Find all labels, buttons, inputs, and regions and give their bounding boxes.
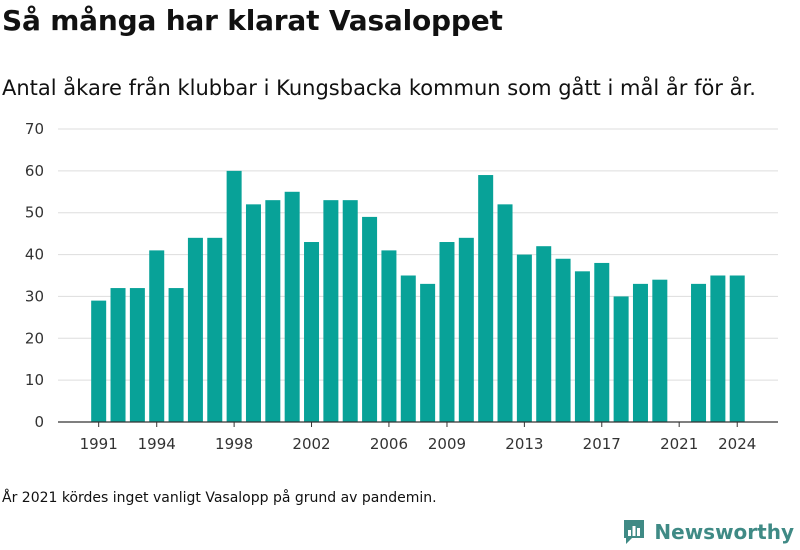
bar-2001 bbox=[284, 191, 300, 422]
brand-logo[interactable]: Newsworthy bbox=[622, 518, 794, 546]
bar-2017 bbox=[594, 262, 610, 422]
bar-2014 bbox=[536, 246, 552, 422]
newsworthy-logo-icon bbox=[624, 520, 645, 544]
x-axis bbox=[58, 421, 778, 427]
bar-2003 bbox=[323, 200, 339, 422]
bar-2022 bbox=[691, 283, 707, 422]
x-axis-labels: 1991 1994 1998 2002 2006 2009 2013 2017 2021 2024 bbox=[80, 435, 757, 453]
bar-1996 bbox=[187, 237, 203, 422]
footnote: År 2021 kördes inget vanligt Vasalopp på… bbox=[2, 490, 437, 506]
bar-1999 bbox=[245, 204, 261, 422]
y-tick-label: 60 bbox=[25, 162, 44, 180]
bar-2005 bbox=[362, 216, 378, 422]
y-tick-label: 70 bbox=[25, 120, 44, 138]
bar-1992 bbox=[110, 288, 126, 422]
x-tick-label: 1991 bbox=[80, 435, 118, 453]
y-tick-label: 30 bbox=[25, 287, 44, 305]
bar-2000 bbox=[265, 200, 281, 422]
bar-1994 bbox=[149, 250, 165, 422]
bar-1998 bbox=[226, 170, 242, 422]
bar-2024 bbox=[729, 275, 745, 422]
bar-2007 bbox=[400, 275, 416, 422]
x-tick-label: 2009 bbox=[428, 435, 466, 453]
bar-2020 bbox=[652, 279, 668, 422]
bar-2016 bbox=[574, 271, 590, 422]
x-tick-label: 2013 bbox=[505, 435, 543, 453]
bar-2002 bbox=[304, 242, 320, 422]
bar-1997 bbox=[207, 237, 223, 422]
x-tick-label: 1994 bbox=[138, 435, 176, 453]
bar-1993 bbox=[129, 288, 145, 422]
bars bbox=[91, 170, 745, 422]
bar-chart: 0 10 20 30 40 50 60 70 1991 1994 1998 2002 2006 2009… bbox=[25, 120, 778, 453]
x-tick-label: 2021 bbox=[660, 435, 698, 453]
bar-1995 bbox=[168, 288, 184, 422]
bar-2012 bbox=[497, 204, 513, 422]
y-tick-label: 0 bbox=[34, 413, 44, 431]
y-tick-label: 20 bbox=[25, 329, 44, 347]
y-tick-label: 50 bbox=[25, 204, 44, 222]
grid-lines bbox=[58, 128, 778, 381]
bar-2010 bbox=[458, 237, 474, 422]
brand-name: Newsworthy bbox=[654, 520, 794, 544]
bar-2006 bbox=[381, 250, 397, 422]
x-tick-label: 2006 bbox=[370, 435, 408, 453]
bar-1991 bbox=[91, 300, 107, 422]
x-tick-label: 1998 bbox=[215, 435, 253, 453]
bar-2023 bbox=[710, 275, 726, 422]
y-tick-label: 40 bbox=[25, 246, 44, 264]
bar-2013 bbox=[516, 254, 532, 422]
x-tick-label: 2002 bbox=[292, 435, 330, 453]
bar-2015 bbox=[555, 258, 571, 422]
x-tick-label: 2017 bbox=[583, 435, 621, 453]
bar-2008 bbox=[420, 283, 436, 422]
x-tick-label: 2024 bbox=[718, 435, 756, 453]
bar-2009 bbox=[439, 242, 455, 422]
bar-2004 bbox=[342, 200, 358, 422]
bar-2018 bbox=[613, 296, 629, 422]
chart-subtitle: Antal åkare från klubbar i Kungsbacka ko… bbox=[2, 76, 756, 100]
bar-2011 bbox=[478, 175, 494, 422]
bar-2019 bbox=[632, 283, 648, 422]
y-axis-labels: 0 10 20 30 40 50 60 70 bbox=[25, 120, 44, 431]
y-tick-label: 10 bbox=[25, 371, 44, 389]
chart-title: Så många har klarat Vasaloppet bbox=[2, 4, 503, 37]
